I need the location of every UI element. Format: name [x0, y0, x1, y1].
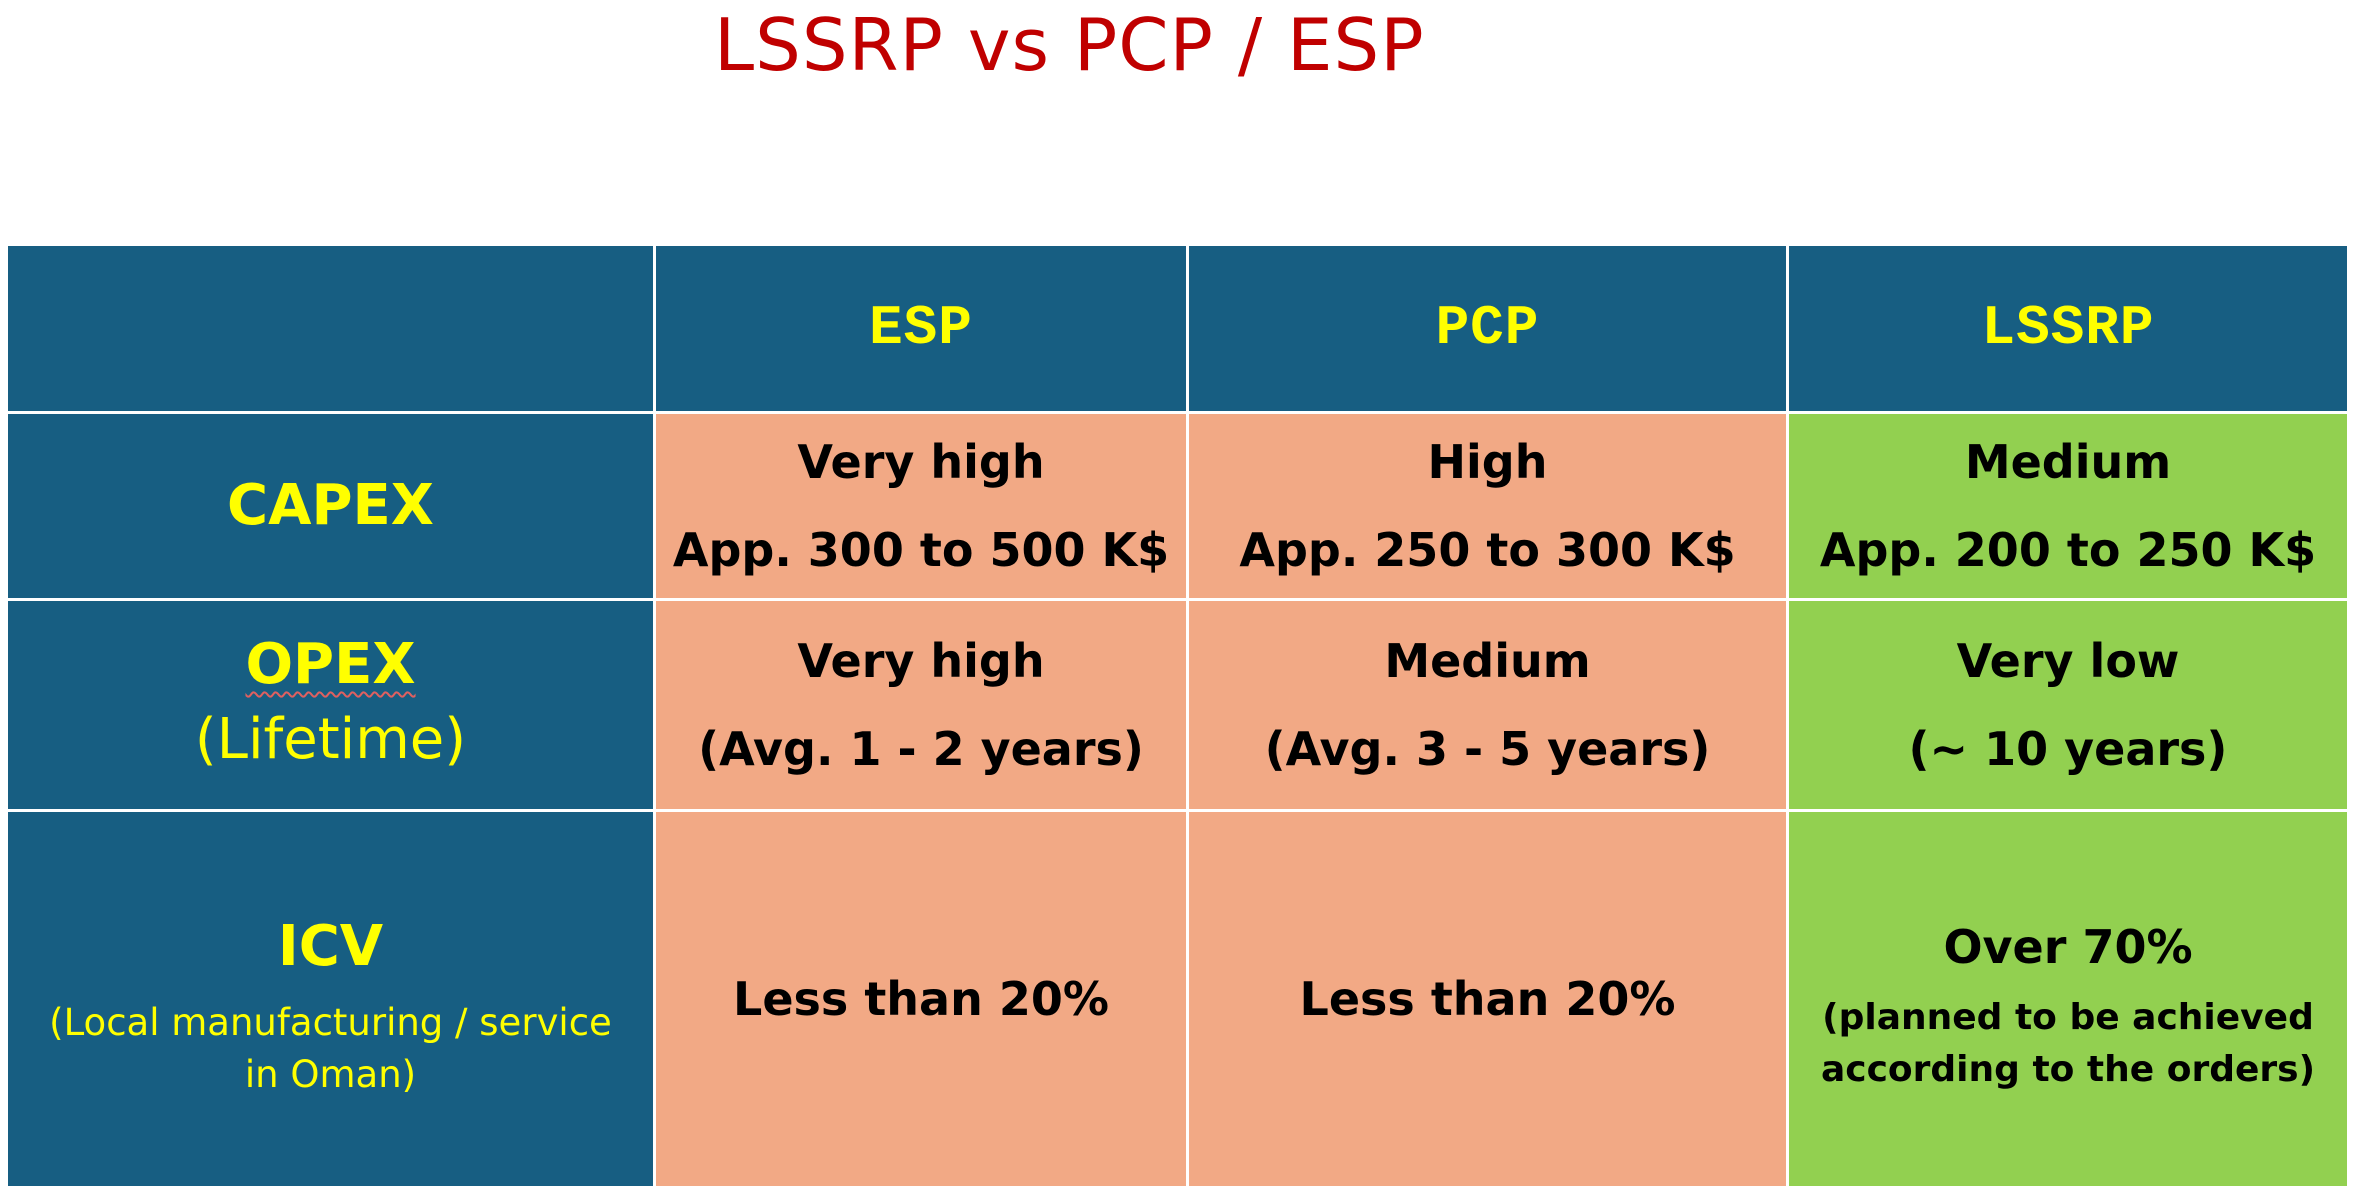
cell-rating: Very high [797, 434, 1045, 489]
table-row-capex: CAPEX Very high App. 300 to 500 K$ High … [5, 410, 2350, 601]
cell-icv-lssrp: Over 70% (planned to be achieved accordi… [1786, 808, 2350, 1190]
row-sublabel: (Lifetime) [194, 706, 467, 772]
cell-capex-lssrp: Medium App. 200 to 250 K$ [1786, 410, 2350, 601]
cell-opex-esp: Very high (Avg. 1 - 2 years) [653, 597, 1189, 812]
cell-opex-pcp: Medium (Avg. 3 - 5 years) [1186, 597, 1789, 812]
cell-detail: App. 250 to 300 K$ [1239, 522, 1736, 577]
row-header-capex: CAPEX [5, 410, 656, 601]
row-sublabel: (Local manufacturing / service in Oman) [49, 1000, 612, 1096]
cell-value: Less than 20% [733, 971, 1109, 1026]
cell-rating: Very low [1956, 633, 2180, 688]
cell-rating: Medium [1964, 434, 2172, 489]
cell-icv-pcp: Less than 20% [1186, 808, 1789, 1190]
column-header-esp: ESP [653, 243, 1189, 414]
cell-capex-pcp: High App. 250 to 300 K$ [1186, 410, 1789, 601]
cell-icv-esp: Less than 20% [653, 808, 1189, 1190]
table-row-opex: OPEX (Lifetime) Very high (Avg. 1 - 2 ye… [5, 597, 2350, 812]
cell-detail: (Avg. 3 - 5 years) [1264, 721, 1711, 776]
row-label: CAPEX [227, 472, 434, 538]
cell-detail: (~ 10 years) [1908, 721, 2228, 776]
row-header-icv: ICV (Local manufacturing / service in Om… [5, 808, 656, 1190]
cell-capex-esp: Very high App. 300 to 500 K$ [653, 410, 1189, 601]
table-row-icv: ICV (Local manufacturing / service in Om… [5, 808, 2350, 1190]
column-header-pcp: PCP [1186, 243, 1789, 414]
cell-opex-lssrp: Very low (~ 10 years) [1786, 597, 2350, 812]
cell-value: Over 70% [1943, 919, 2193, 974]
cell-rating: High [1427, 434, 1548, 489]
slide-title: LSSRP vs PCP / ESP [714, 3, 1425, 87]
column-header-lssrp: LSSRP [1786, 243, 2350, 414]
cell-detail: (Avg. 1 - 2 years) [698, 721, 1144, 776]
row-label: ICV [277, 913, 384, 979]
comparison-table: ESP PCP LSSRP CAPEX Very high App. 300 t… [5, 243, 2350, 1190]
table-header-row: ESP PCP LSSRP [5, 243, 2350, 414]
corner-header-cell [5, 243, 656, 414]
cell-value: Less than 20% [1299, 971, 1676, 1026]
row-header-opex: OPEX (Lifetime) [5, 597, 656, 812]
cell-rating: Very high [797, 633, 1045, 688]
cell-note: (planned to be achieved according to the… [1820, 996, 2316, 1090]
cell-rating: Medium [1384, 633, 1591, 688]
cell-detail: App. 200 to 250 K$ [1819, 522, 2317, 577]
cell-detail: App. 300 to 500 K$ [672, 522, 1170, 577]
row-label: OPEX [245, 631, 416, 697]
